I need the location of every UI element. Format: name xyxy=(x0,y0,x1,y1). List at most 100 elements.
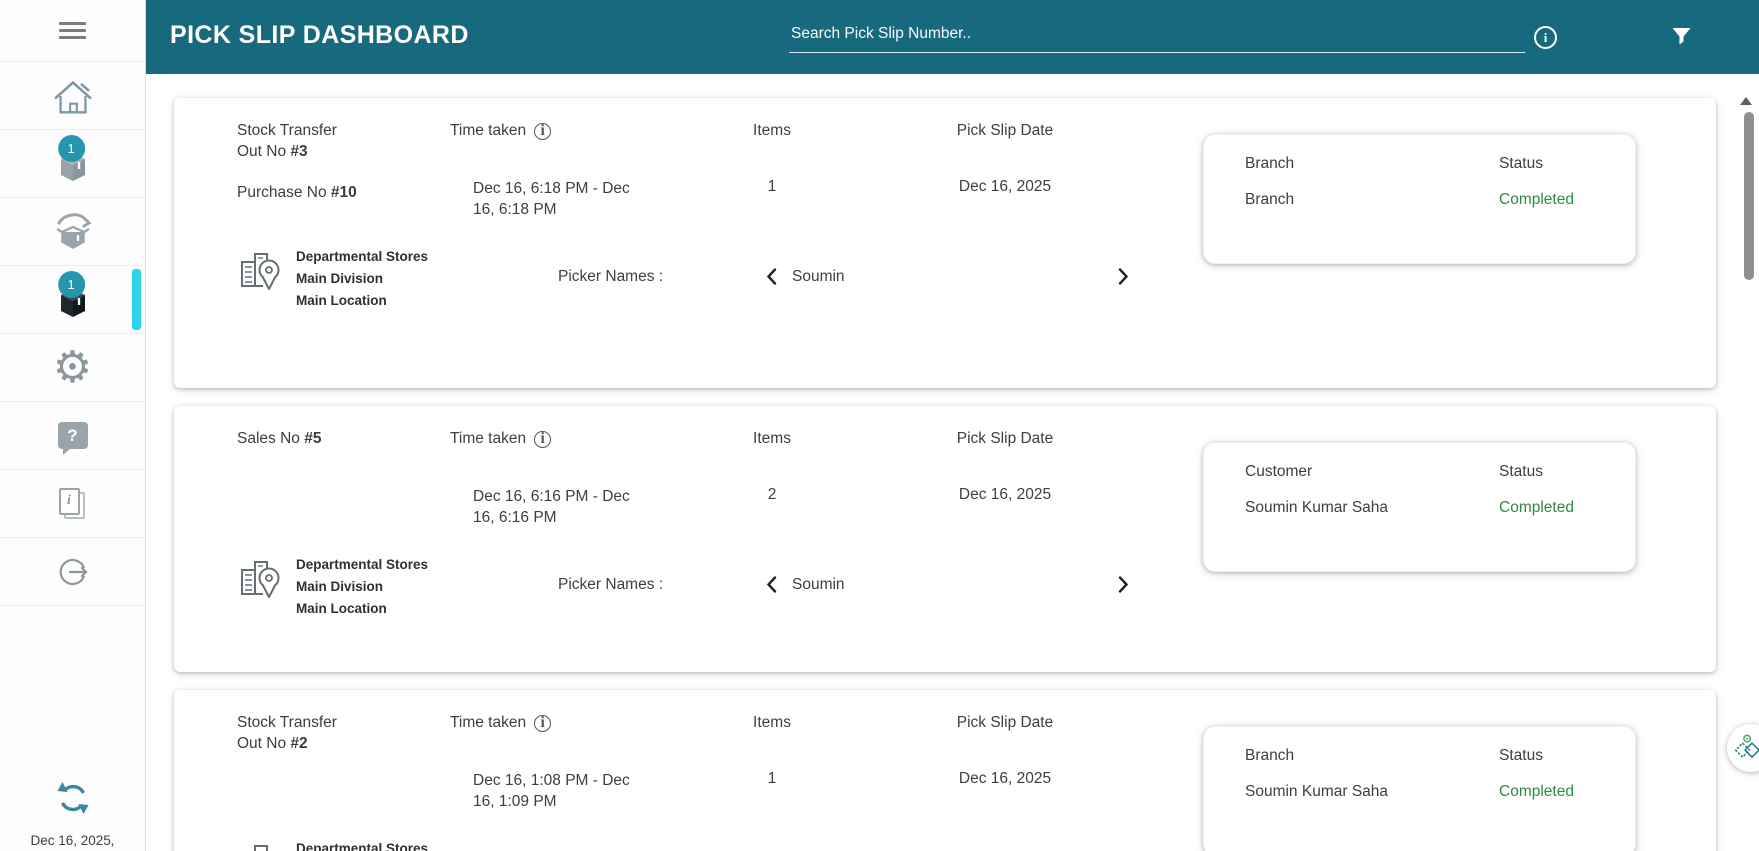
time-taken-value: Dec 16, 6:16 PM - Dec 16, 6:16 PM xyxy=(473,488,630,526)
status-label: Status xyxy=(1499,463,1543,480)
chevron-left-icon xyxy=(766,268,777,285)
chevron-right-icon xyxy=(1118,576,1129,593)
pick-slip-card[interactable]: Stock Transfer Out No #2 Time taken i De… xyxy=(174,690,1716,851)
status-label: Status xyxy=(1499,747,1543,764)
items-label: Items xyxy=(753,430,791,447)
refresh-button[interactable] xyxy=(55,780,91,821)
picker-next-button[interactable] xyxy=(1118,576,1129,598)
sidebar-item-about[interactable]: i xyxy=(0,470,145,538)
info-glyph: i xyxy=(1543,29,1548,45)
location-lines: Departmental Stores Main Division Main L… xyxy=(296,557,429,616)
sidebar-item-help[interactable]: ? xyxy=(0,402,145,470)
time-taken-label: Time taken i xyxy=(450,122,552,140)
picker-prev-button[interactable] xyxy=(766,576,777,598)
hamburger-icon xyxy=(59,22,86,39)
time-info-icon[interactable]: i xyxy=(534,714,552,732)
chevron-right-icon xyxy=(1118,268,1129,285)
document-info-icon: i xyxy=(58,487,87,520)
sidebar: 1 1 xyxy=(0,0,146,851)
pick-slip-badge: 1 xyxy=(57,271,85,298)
time-info-icon[interactable]: i xyxy=(534,430,552,448)
pick-slip-date-label: Pick Slip Date xyxy=(956,122,1054,139)
items-label: Items xyxy=(753,122,791,139)
status-value: Completed xyxy=(1499,499,1574,516)
pick-slip-date-value: Dec 16, 2025 xyxy=(958,486,1052,503)
picker-next-button[interactable] xyxy=(1118,268,1129,290)
time-info-icon[interactable]: i xyxy=(534,122,552,140)
detail-col1-label: Branch xyxy=(1245,155,1295,172)
sidebar-item-home[interactable] xyxy=(0,62,145,130)
page-title: PICK SLIP DASHBOARD xyxy=(170,21,469,49)
question-bubble-icon: ? xyxy=(57,422,88,455)
last-refresh-date: Dec 16, 2025, xyxy=(30,833,115,848)
pick-slip-date-label: Pick Slip Date xyxy=(956,714,1054,731)
sidebar-item-logout[interactable] xyxy=(0,538,145,606)
sidebar-item-putaway[interactable] xyxy=(0,198,145,266)
scrollbar-thumb[interactable] xyxy=(1744,112,1754,280)
branch-status-card: Branch Status Branch Completed xyxy=(1203,134,1636,264)
logout-icon xyxy=(59,558,88,585)
pick-slip-card[interactable]: Sales No #5 Time taken i Dec 16, 6:16 PM… xyxy=(174,406,1716,672)
search-input[interactable] xyxy=(789,18,1525,53)
pick-slip-date-label: Pick Slip Date xyxy=(956,430,1054,447)
filter-funnel-icon xyxy=(1672,28,1691,45)
stock-transfer-badge: 1 xyxy=(57,135,85,162)
order-title: Stock Transfer Out No #2 xyxy=(237,714,337,752)
detail-col1-value: Branch xyxy=(1245,191,1295,208)
pick-slip-date-value: Dec 16, 2025 xyxy=(958,770,1052,787)
status-value: Completed xyxy=(1499,191,1574,208)
purchase-no: Purchase No #10 xyxy=(237,184,357,201)
picker-name: Soumin xyxy=(792,576,845,593)
order-title: Stock Transfer Out No #3 xyxy=(237,122,337,160)
time-taken-label: Time taken i xyxy=(450,714,552,732)
items-value: 2 xyxy=(767,486,777,503)
time-taken-value: Dec 16, 1:08 PM - Dec 16, 1:09 PM xyxy=(473,772,630,810)
items-value: 1 xyxy=(767,770,777,787)
detail-col1-value: Soumin Kumar Saha xyxy=(1245,783,1389,800)
customer-status-card: Customer Status Soumin Kumar Saha Comple… xyxy=(1203,442,1636,572)
filter-button[interactable] xyxy=(1670,25,1693,52)
items-value: 1 xyxy=(767,178,777,195)
home-icon xyxy=(54,80,91,113)
location-block: Departmental Stores Main Division Main L… xyxy=(237,838,428,851)
pick-slip-date-value: Dec 16, 2025 xyxy=(958,178,1052,195)
location-lines: Departmental Stores Main Division Main L… xyxy=(296,249,429,308)
time-taken-label: Time taken i xyxy=(450,430,552,448)
top-bar: PICK SLIP DASHBOARD i xyxy=(146,0,1759,74)
branch-location-icon xyxy=(254,845,268,851)
sync-icon xyxy=(57,782,88,814)
time-taken-value: Dec 16, 6:18 PM - Dec 16, 6:18 PM xyxy=(473,180,630,218)
sidebar-item-stock-transfer[interactable]: 1 xyxy=(0,130,145,198)
header-info-button[interactable]: i xyxy=(1534,26,1557,49)
sidebar-footer: Dec 16, 2025, xyxy=(0,780,145,851)
branch-location-icon xyxy=(241,561,280,598)
sidebar-item-pick-slip[interactable]: 1 xyxy=(0,266,145,334)
menu-toggle-button[interactable] xyxy=(0,0,145,62)
chevron-left-icon xyxy=(766,576,777,593)
pick-slip-list: Stock Transfer Out No #3 Purchase No #10… xyxy=(146,74,1759,851)
detail-col1-label: Customer xyxy=(1245,463,1313,480)
status-value: Completed xyxy=(1499,783,1574,800)
location-block: Departmental Stores Main Division Main L… xyxy=(237,554,428,620)
picker-prev-button[interactable] xyxy=(766,268,777,290)
status-label: Status xyxy=(1499,155,1543,172)
branch-status-card: Branch Status Soumin Kumar Saha Complete… xyxy=(1203,726,1636,851)
picker-names-label: Picker Names : xyxy=(558,576,664,593)
detail-col1-label: Branch xyxy=(1245,747,1295,764)
picker-name: Soumin xyxy=(792,268,845,285)
hand-box-icon xyxy=(55,212,91,249)
sidebar-item-settings[interactable]: ⚙ xyxy=(0,334,145,402)
picker-names-label: Picker Names : xyxy=(558,268,664,285)
question-glyph: ? xyxy=(67,425,78,445)
location-lines: Departmental Stores Main Division Main L… xyxy=(296,841,429,851)
assistant-widget-button[interactable] xyxy=(1727,724,1759,772)
gear-icon: ⚙ xyxy=(52,342,93,392)
widget-logo-icon xyxy=(1734,734,1759,759)
branch-location-icon xyxy=(241,253,280,290)
location-block: Departmental Stores Main Division Main L… xyxy=(237,246,428,312)
active-item-indicator xyxy=(132,269,141,330)
pick-slip-card[interactable]: Stock Transfer Out No #3 Purchase No #10… xyxy=(174,98,1716,388)
detail-col1-value: Soumin Kumar Saha xyxy=(1245,499,1389,516)
scrollbar-up-arrow[interactable] xyxy=(1740,97,1752,105)
